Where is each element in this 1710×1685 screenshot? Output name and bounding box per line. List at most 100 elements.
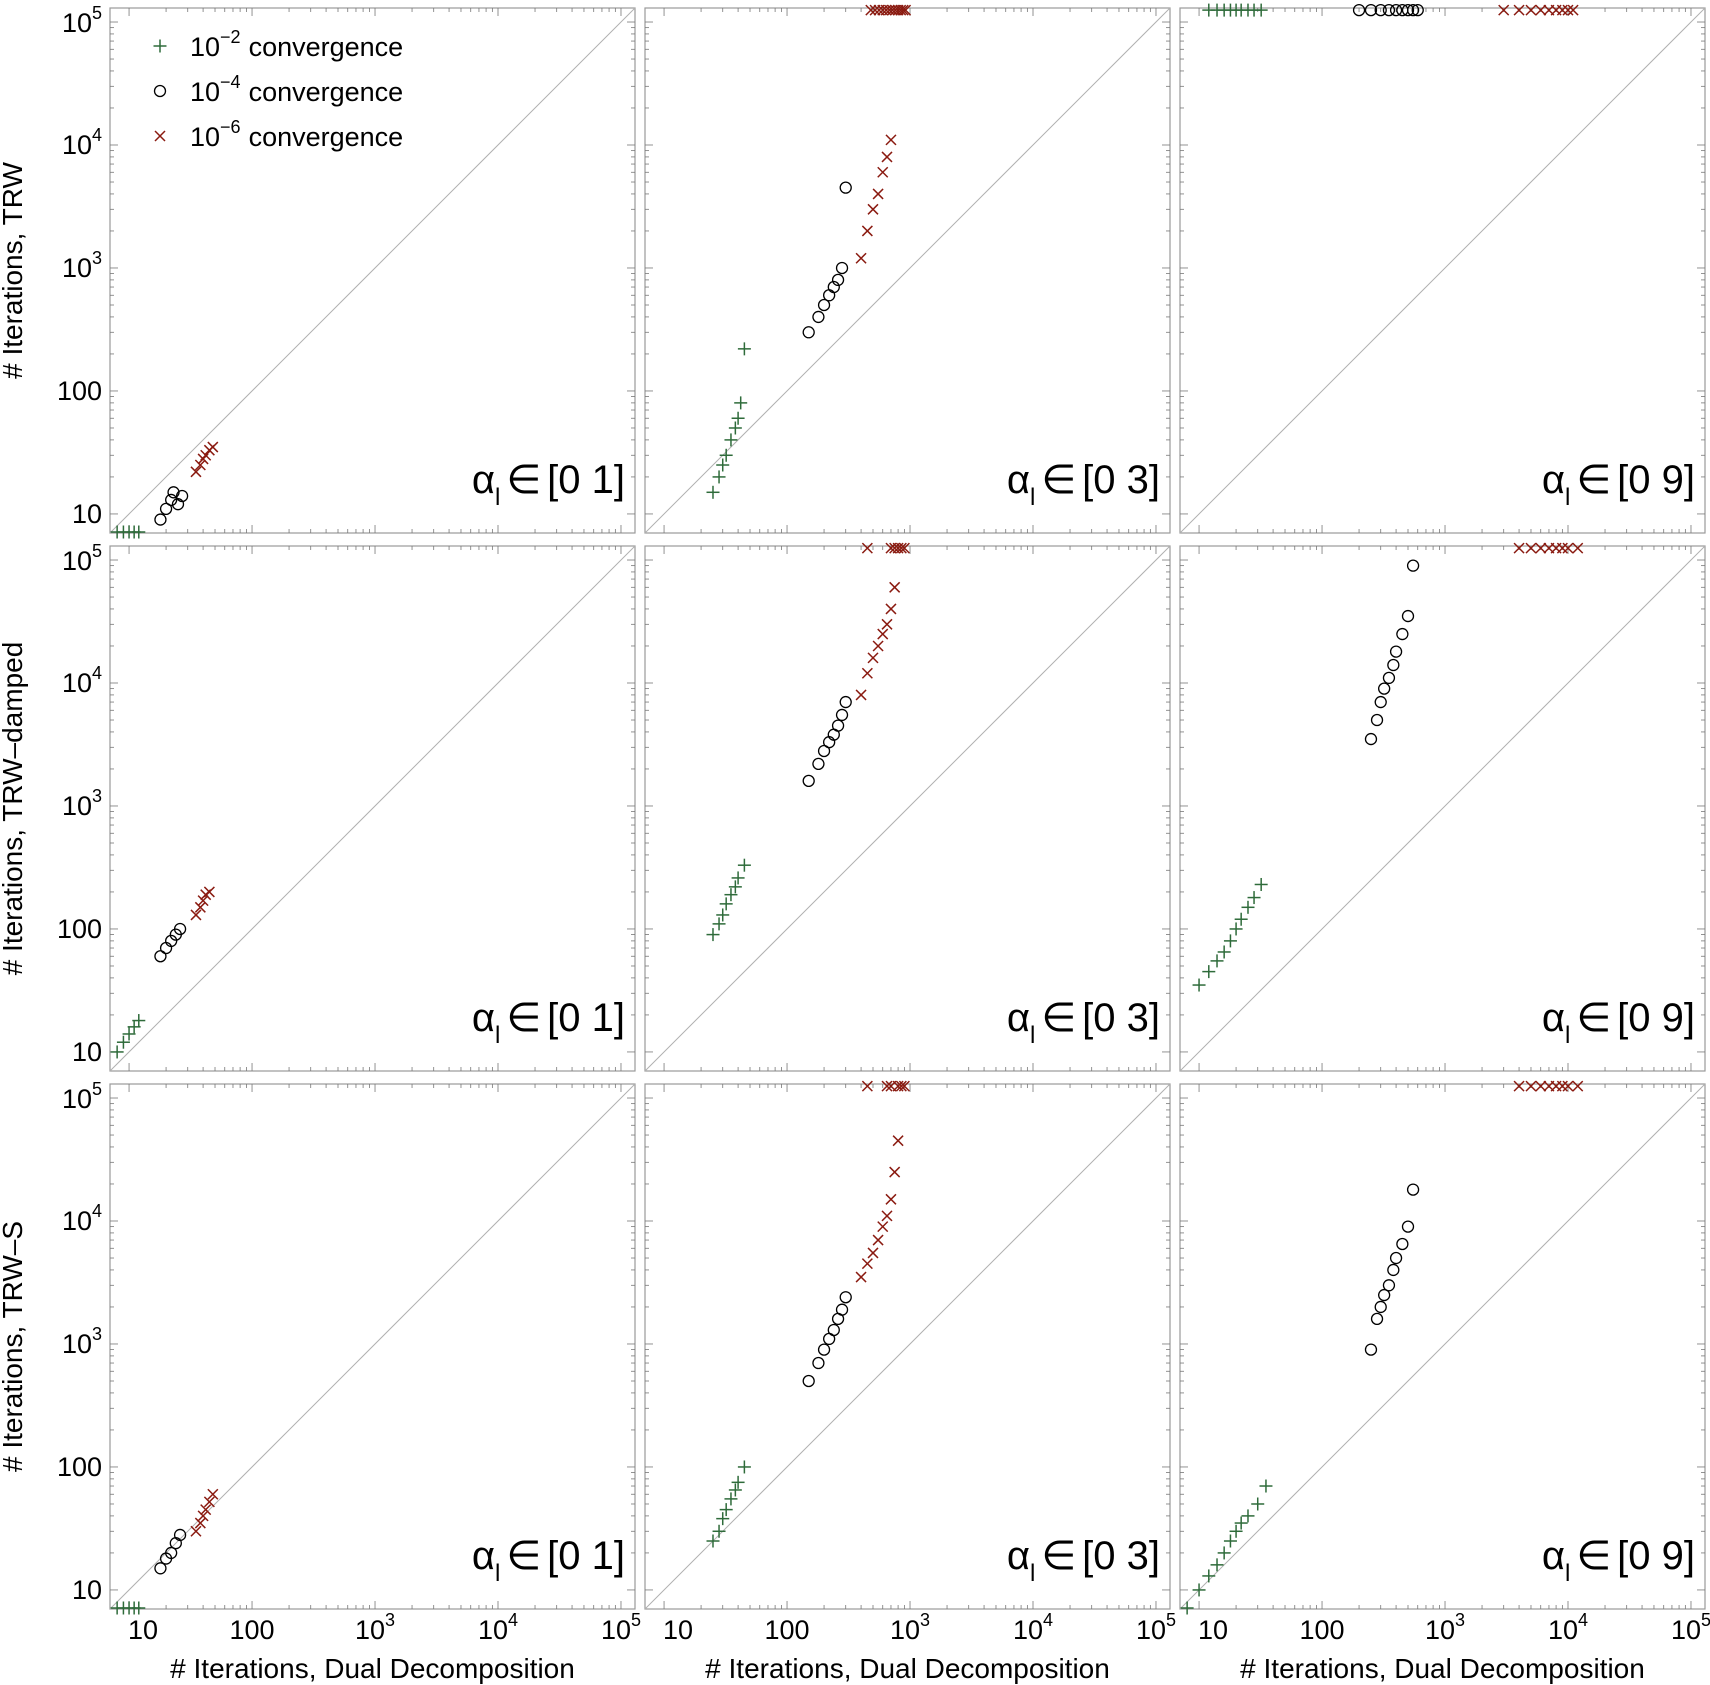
data-point bbox=[1535, 1080, 1547, 1092]
legend-label: 10−6 convergence bbox=[190, 117, 403, 152]
panel-r3-c1: αl ∈ [0 1] 10 100 103 104 105 10 100 103 104 105 # It… bbox=[57, 1079, 641, 1684]
y-tick-label: 10 bbox=[72, 1575, 102, 1605]
data-point bbox=[885, 603, 897, 615]
alpha-range-label: αl ∈ [0 3] bbox=[1007, 996, 1160, 1049]
x-tick-label: 103 bbox=[1425, 1610, 1465, 1645]
data-point bbox=[203, 886, 215, 898]
data-point bbox=[207, 1488, 219, 1500]
legend-label: 10−4 convergence bbox=[190, 72, 403, 107]
data-point bbox=[839, 181, 852, 194]
data-point bbox=[839, 695, 852, 709]
data-point bbox=[835, 1303, 849, 1316]
data-point bbox=[1364, 732, 1378, 746]
data-point bbox=[116, 1035, 130, 1049]
data-point bbox=[1401, 3, 1415, 17]
data-point bbox=[1556, 4, 1568, 16]
data-point bbox=[1513, 1080, 1525, 1092]
alpha-range-label: αl ∈ [0 9] bbox=[1542, 1534, 1695, 1587]
data-point bbox=[197, 895, 209, 907]
data-point bbox=[167, 486, 180, 499]
data-point bbox=[1229, 1524, 1243, 1538]
series-1e-2 bbox=[110, 525, 146, 539]
series-1e-6-capped bbox=[861, 542, 910, 554]
data-point bbox=[822, 289, 836, 302]
y-tick-label: 100 bbox=[57, 914, 102, 944]
data-point bbox=[855, 689, 867, 701]
y-tick-label: 103 bbox=[62, 248, 102, 283]
data-point bbox=[1396, 1237, 1409, 1251]
data-point bbox=[889, 1166, 901, 1178]
data-point bbox=[203, 1496, 215, 1508]
data-point bbox=[110, 1045, 124, 1059]
series-1e-2 bbox=[110, 1014, 146, 1059]
data-point bbox=[802, 1374, 815, 1388]
series-1e-6-capped bbox=[1498, 4, 1579, 16]
data-point bbox=[1374, 3, 1387, 17]
series-1e-4 bbox=[802, 1291, 852, 1388]
data-point bbox=[895, 1080, 907, 1092]
data-point bbox=[728, 421, 742, 435]
data-point bbox=[706, 928, 720, 942]
tick-marks bbox=[1180, 546, 1705, 1071]
data-point bbox=[881, 1080, 893, 1092]
data-point bbox=[1251, 1497, 1265, 1511]
series-1e-4 bbox=[802, 181, 852, 339]
y-tick-label: 105 bbox=[62, 3, 102, 38]
data-point bbox=[895, 4, 907, 16]
data-point bbox=[877, 628, 889, 640]
data-point bbox=[892, 1135, 904, 1147]
data-point bbox=[802, 774, 815, 788]
data-point bbox=[737, 342, 751, 356]
x-tick-label: 105 bbox=[601, 1610, 641, 1645]
data-point bbox=[173, 1528, 187, 1542]
data-point bbox=[1259, 1479, 1273, 1493]
data-point bbox=[1217, 1546, 1231, 1560]
data-point bbox=[827, 1323, 840, 1337]
series-1e-2-capped bbox=[1202, 3, 1268, 17]
tick-marks bbox=[645, 546, 1170, 1071]
data-point bbox=[1192, 1583, 1206, 1597]
data-point bbox=[122, 1027, 136, 1041]
data-point bbox=[1382, 671, 1396, 685]
x-tick-label: 105 bbox=[1136, 1610, 1176, 1645]
data-point bbox=[132, 1601, 146, 1615]
series-1e-4 bbox=[154, 922, 187, 963]
y-axis-label-row-1: # Iterations, TRW bbox=[0, 162, 28, 379]
y-tick-label: 104 bbox=[62, 663, 102, 698]
data-point bbox=[802, 326, 815, 339]
series-1e-6-capped bbox=[865, 4, 912, 16]
data-point bbox=[877, 1221, 889, 1233]
y-tick-label: 103 bbox=[62, 1324, 102, 1359]
y-tick-label: 103 bbox=[62, 786, 102, 821]
series-1e-4 bbox=[802, 695, 852, 788]
data-point bbox=[190, 1525, 202, 1537]
diagonal-line bbox=[644, 545, 1171, 1072]
data-point bbox=[812, 757, 825, 771]
series-1e-6 bbox=[855, 581, 901, 701]
data-point bbox=[194, 901, 206, 913]
data-point bbox=[817, 1343, 831, 1356]
data-point bbox=[1556, 1080, 1568, 1092]
data-point bbox=[173, 922, 187, 936]
data-point bbox=[734, 396, 748, 410]
data-point bbox=[897, 4, 909, 16]
series-1e-6 bbox=[190, 441, 219, 478]
data-point bbox=[1525, 542, 1537, 554]
data-point bbox=[867, 1247, 879, 1259]
series-1e-6 bbox=[855, 134, 897, 264]
data-point bbox=[1202, 1569, 1216, 1583]
series-1e-4 bbox=[1364, 559, 1420, 746]
series-1e-4 bbox=[154, 486, 189, 526]
data-point bbox=[867, 203, 879, 215]
panel-frame bbox=[1179, 7, 1706, 534]
data-point bbox=[889, 4, 901, 16]
data-point bbox=[889, 581, 901, 593]
x-tick-label: 100 bbox=[1300, 1615, 1345, 1645]
data-point bbox=[706, 1534, 720, 1548]
data-point bbox=[1210, 954, 1224, 968]
alpha-range-label: αl ∈ [0 9] bbox=[1542, 458, 1695, 511]
data-point bbox=[1572, 1080, 1584, 1092]
data-point bbox=[712, 917, 726, 931]
x-tick-label: 104 bbox=[1548, 1610, 1588, 1645]
